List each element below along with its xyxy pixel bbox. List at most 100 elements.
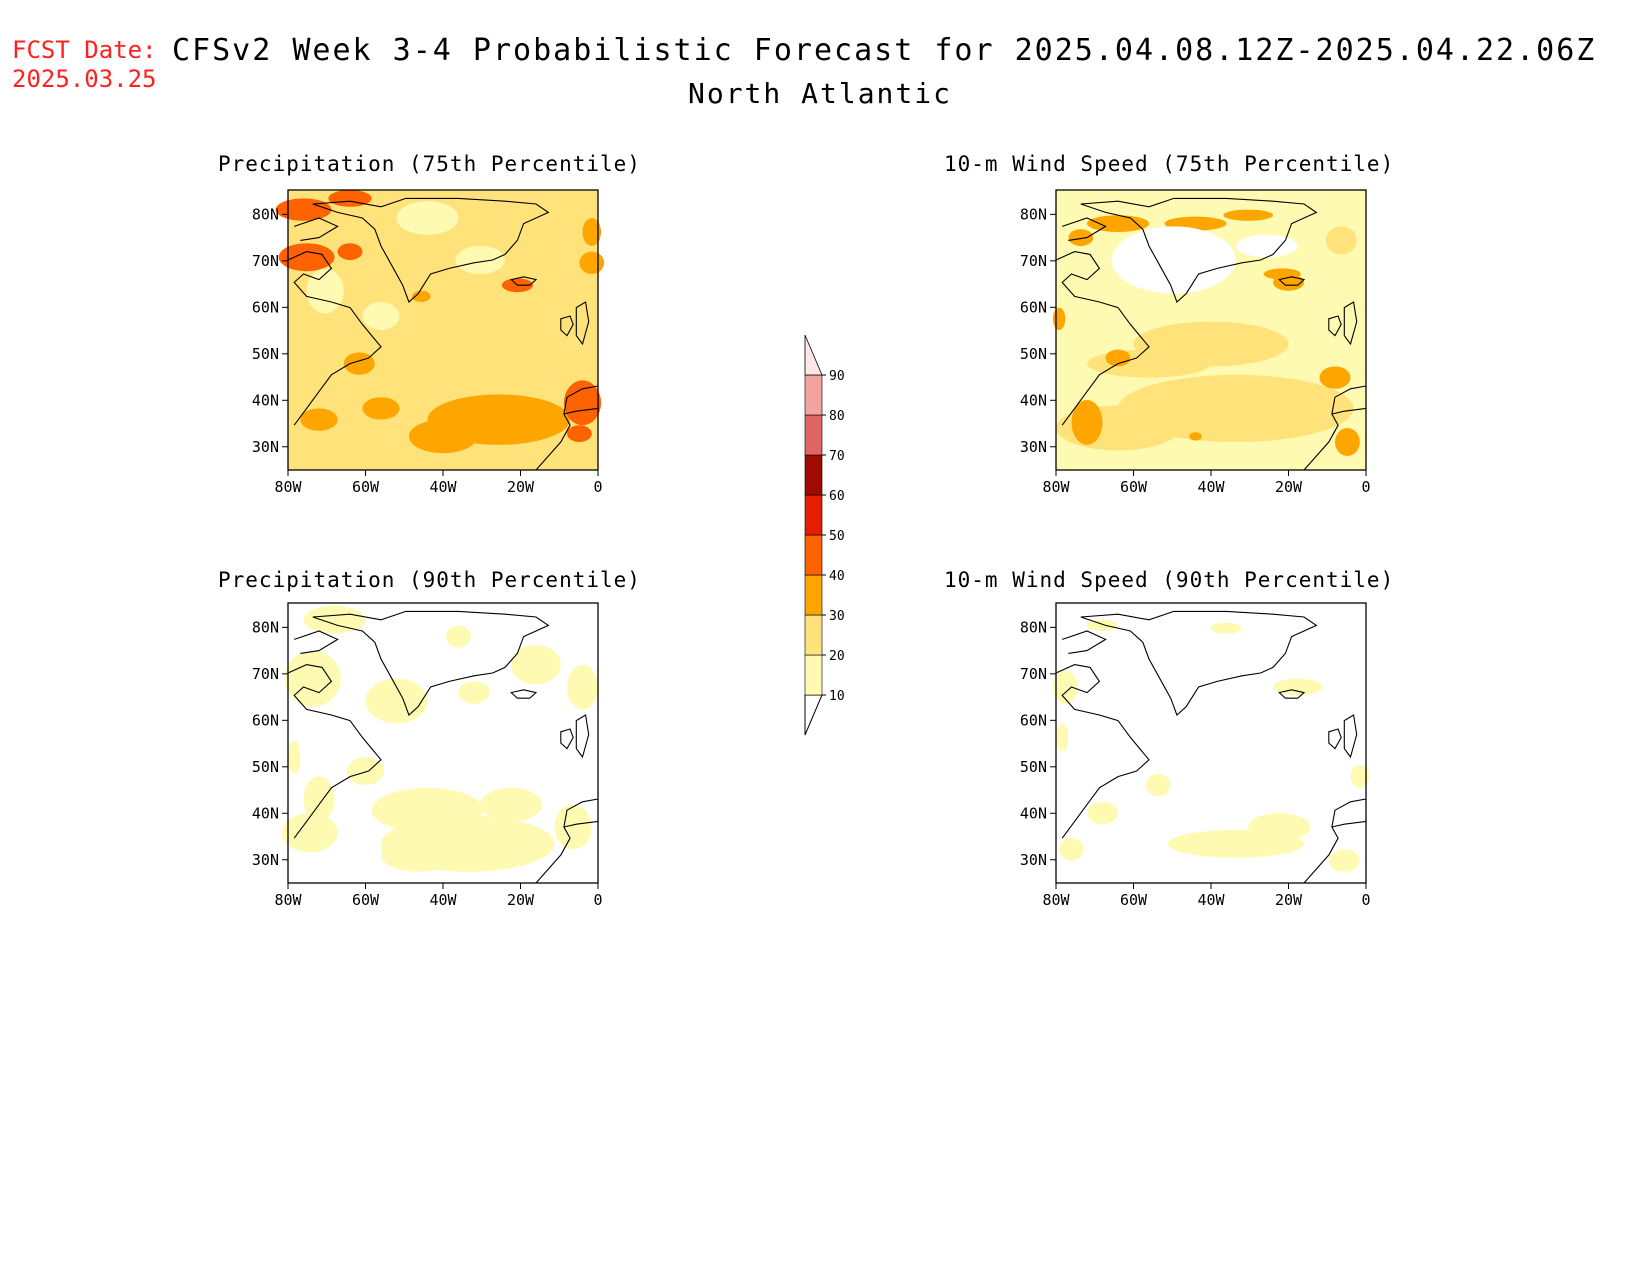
coastline [1080, 610, 1318, 716]
lat-label: 40N [1020, 391, 1047, 409]
lat-label: 80N [1020, 618, 1047, 636]
colorbar-label: 50 [829, 529, 845, 544]
lat-label: 40N [252, 391, 279, 409]
shading-patch [567, 664, 598, 710]
colorbar-label: 20 [829, 649, 845, 664]
shading-patch [381, 838, 456, 872]
lon-label: 20W [1275, 891, 1303, 909]
shading-patch [408, 419, 478, 454]
coastline [535, 798, 599, 884]
colorbar: 10 20 30 40 50 60 70 80 90 [804, 334, 845, 736]
shading-patch [1133, 321, 1289, 367]
fcst-date-value: 2025.03.25 [12, 65, 157, 93]
colorbar-swatch [804, 494, 823, 536]
colorbar-label: 70 [829, 449, 845, 464]
coastline [575, 714, 590, 759]
lon-label: 40W [1197, 891, 1225, 909]
shading-patch [284, 650, 341, 707]
coastline [1278, 276, 1306, 286]
lat-label: 30N [252, 438, 279, 456]
colorbar-label: 40 [829, 569, 845, 584]
fcst-date-label: FCST Date: 2025.03.25 [12, 36, 157, 94]
lat-label: 50N [252, 345, 279, 363]
coastline [510, 276, 538, 286]
coastline [1328, 315, 1342, 337]
shading-patch [480, 787, 543, 822]
lat-label: 80N [1020, 205, 1047, 223]
lon-label: 80W [1042, 891, 1070, 909]
shading-patch [328, 190, 372, 207]
lat-label: 60N [252, 298, 279, 316]
coastline [294, 630, 339, 654]
shading-patch [582, 218, 602, 246]
shading-patch [1087, 215, 1149, 232]
shading-patch [1189, 432, 1202, 441]
shading-patch [1223, 209, 1273, 221]
page-title: CFSv2 Week 3-4 Probabilistic Forecast fo… [172, 33, 1597, 68]
shading-patch [281, 813, 338, 853]
shading-patch [458, 681, 490, 704]
shading-patch [1111, 226, 1236, 294]
lon-label: 40W [429, 478, 457, 496]
coastline [287, 251, 382, 426]
colorbar-label: 80 [829, 409, 845, 424]
coastline [1328, 728, 1342, 750]
shading-patch [1087, 801, 1118, 825]
shading-patch [1145, 773, 1171, 797]
lon-label: 80W [274, 891, 302, 909]
shading-patch [511, 645, 561, 685]
shading-patch [303, 605, 366, 634]
coastline [1080, 197, 1318, 303]
lon-label: 80W [1042, 478, 1070, 496]
shading-patch [1056, 723, 1069, 752]
coastline [575, 301, 590, 346]
shading-patch [300, 408, 338, 431]
lon-label: 60W [352, 891, 380, 909]
lon-label: 60W [1120, 478, 1148, 496]
shading-patch [362, 302, 400, 330]
lon-label: 0 [1361, 478, 1370, 496]
colorbar-swatch [804, 534, 823, 576]
coastline [563, 820, 599, 828]
colorbar-label: 90 [829, 369, 845, 384]
shading-patch [412, 290, 431, 302]
coastline [1303, 798, 1367, 884]
lon-label: 0 [593, 891, 602, 909]
colorbar-swatch [804, 614, 823, 656]
shading-patch [306, 268, 344, 314]
coastline [312, 197, 550, 303]
map-panel-wind90: 80N 70N 60N 50N 40N 30N 80W 60W 40W 20W 0 [1020, 602, 1371, 909]
lat-label: 40N [252, 804, 279, 822]
shading-patch [396, 201, 459, 235]
coastline [563, 407, 599, 415]
lat-label: 50N [1020, 345, 1047, 363]
panel-title-precip90: Precipitation (90th Percentile) [218, 568, 641, 592]
lon-label: 0 [593, 478, 602, 496]
shading-patch [567, 425, 592, 442]
lat-label: 70N [252, 252, 279, 270]
shading-patch [1052, 307, 1066, 330]
shading-patch [1328, 849, 1360, 872]
colorbar-swatch [804, 654, 823, 696]
coastline [510, 689, 538, 699]
lon-label: 20W [507, 478, 535, 496]
colorbar-swatch [804, 414, 823, 456]
shading-patch [554, 804, 592, 850]
colorbar-label: 10 [829, 689, 845, 704]
shading-patch [1071, 400, 1103, 445]
lon-label: 80W [274, 478, 302, 496]
map-panel-wind75: 80N 70N 60N 50N 40N 30N 80W 60W 40W 20W 0 [1020, 189, 1371, 496]
coastline [1343, 714, 1358, 759]
shading-patch [1325, 226, 1357, 255]
shading-patch [365, 678, 428, 724]
coastline [1343, 301, 1358, 346]
lat-label: 80N [252, 618, 279, 636]
shading-patch [1350, 765, 1370, 788]
lat-label: 30N [1020, 851, 1047, 869]
coastline [1055, 664, 1150, 839]
shading-patch [343, 352, 375, 375]
shading-patch [303, 776, 335, 822]
lon-label: 20W [507, 891, 535, 909]
lat-label: 60N [1020, 298, 1047, 316]
lat-label: 70N [1020, 252, 1047, 270]
